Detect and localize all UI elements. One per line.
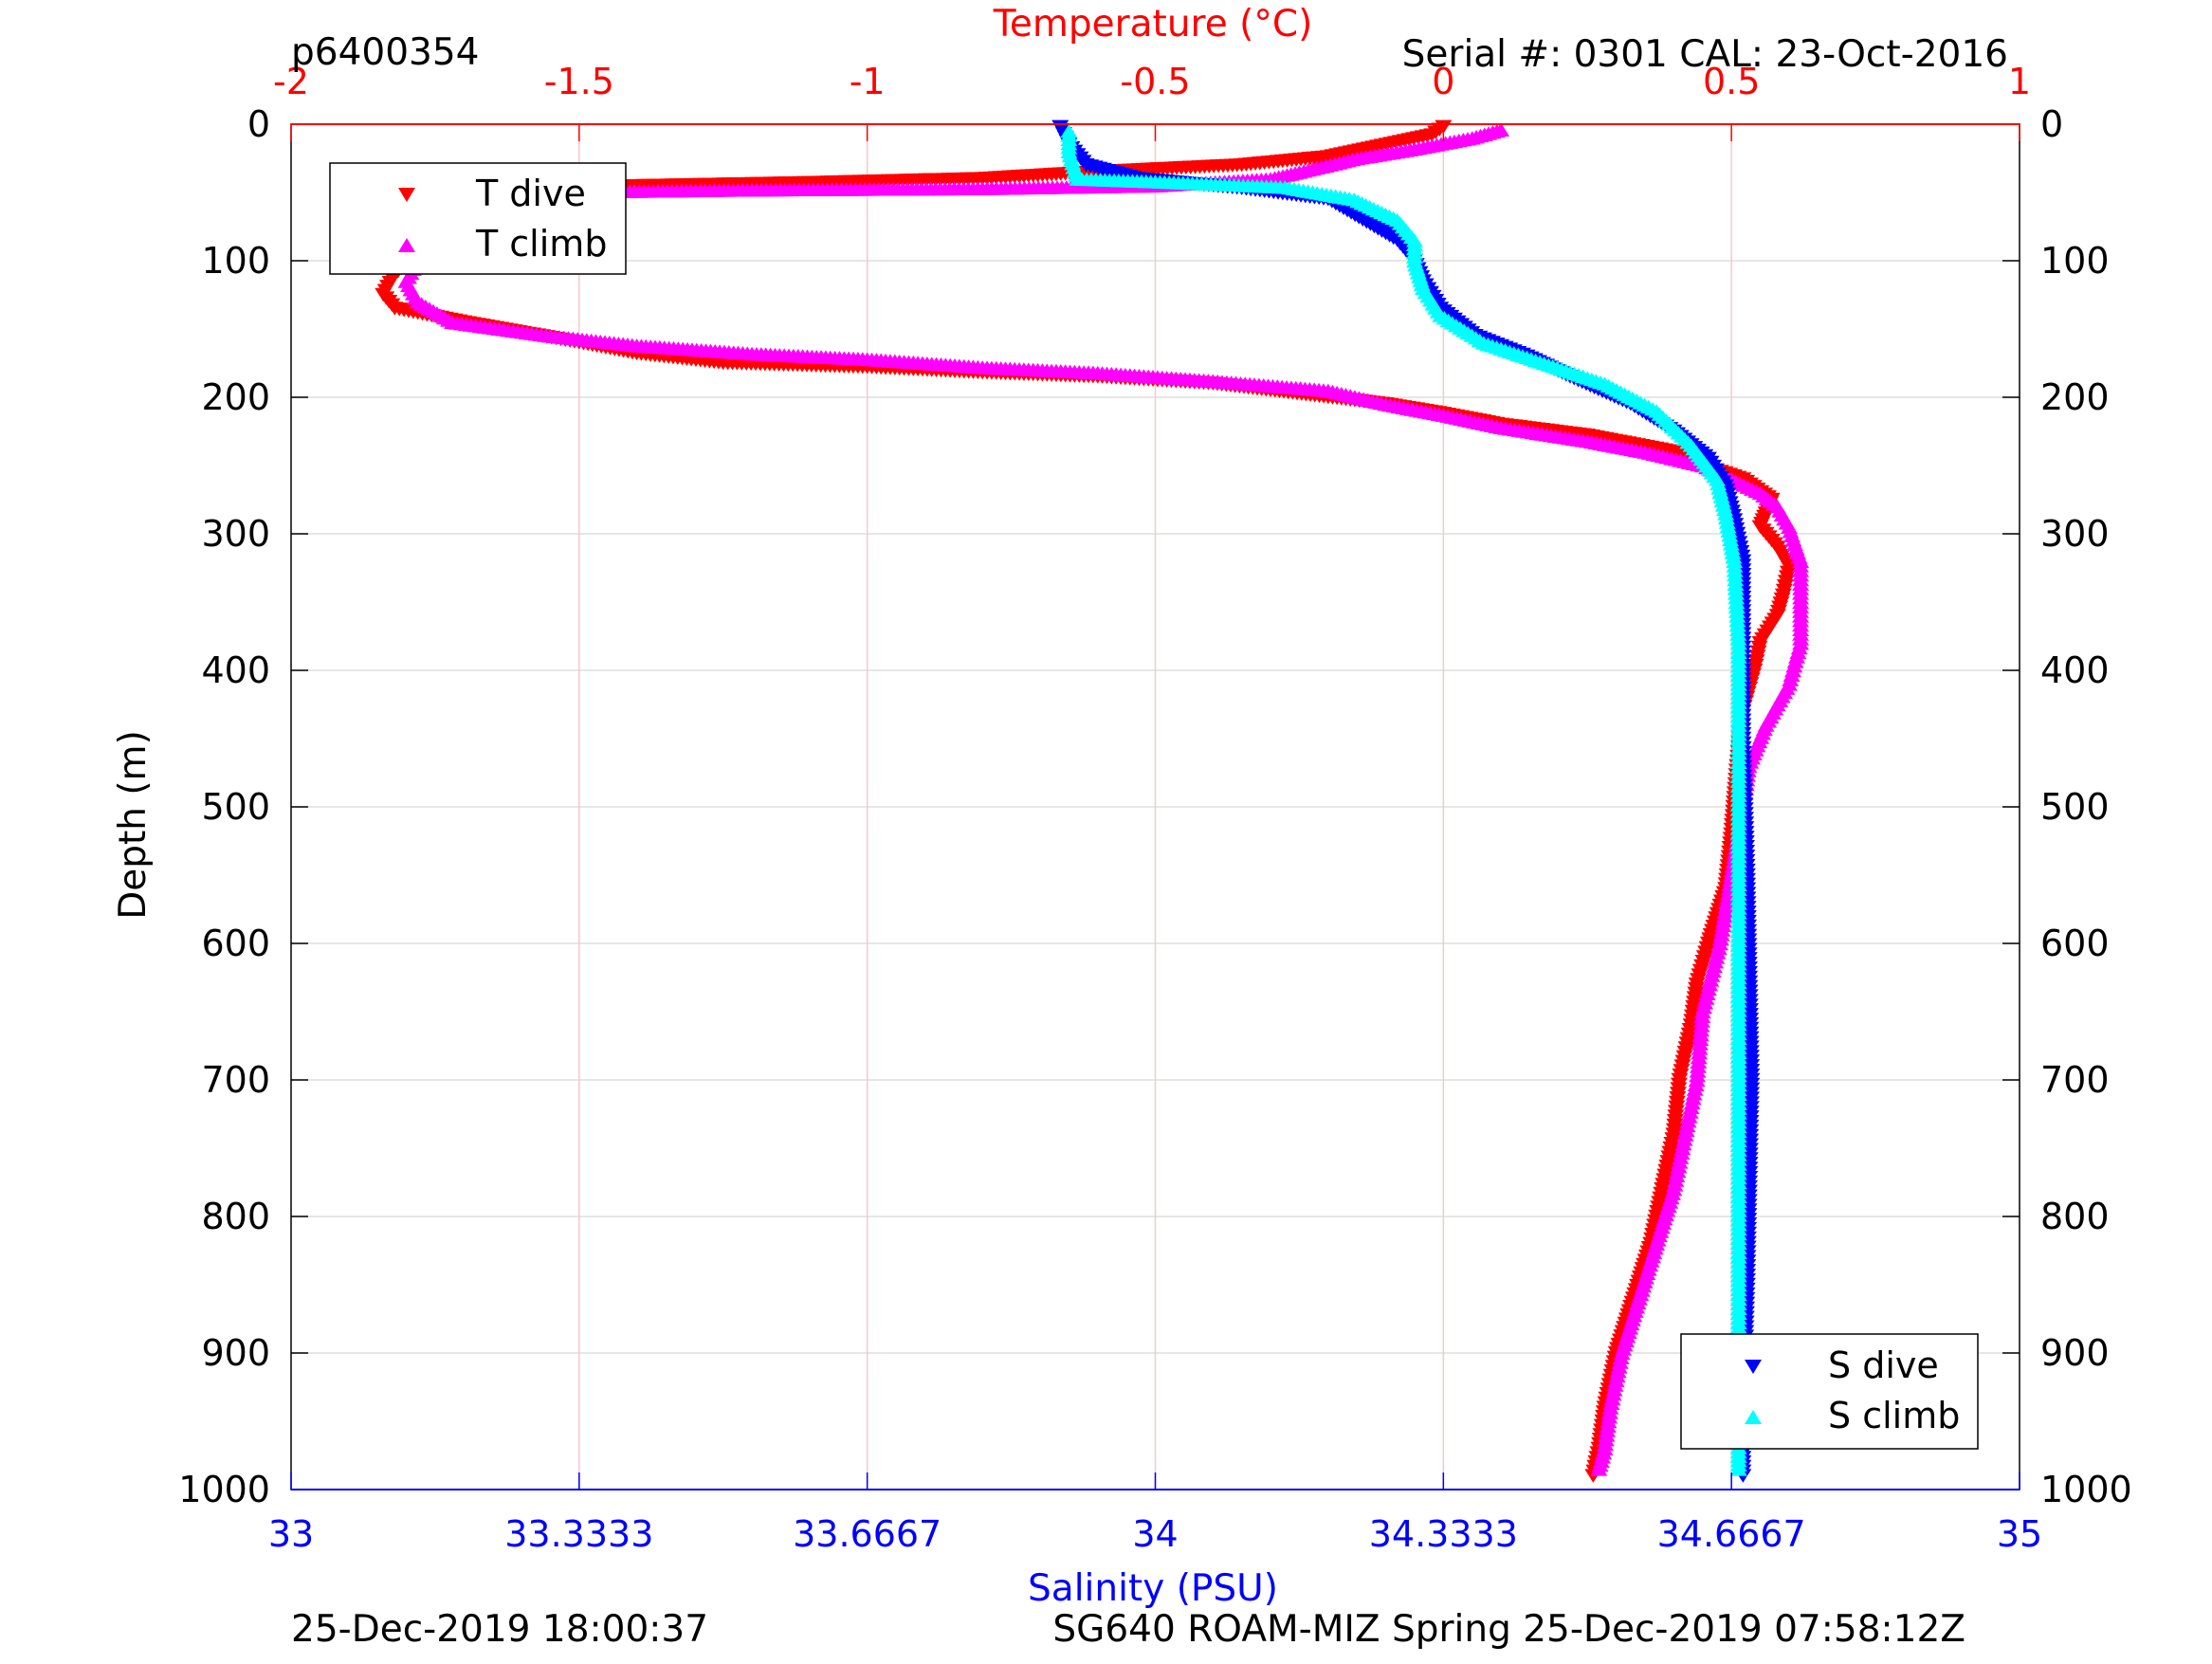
depth-tick-label-right: 1000 <box>2040 1469 2132 1510</box>
depth-tick-label-left: 100 <box>201 240 270 282</box>
depth-tick-label-left: 900 <box>201 1332 270 1374</box>
profile-id-label: p6400354 <box>291 31 479 74</box>
depth-tick-label-left: 300 <box>201 513 270 555</box>
depth-tick-label-right: 800 <box>2040 1196 2110 1237</box>
salinity-tick-label: 33.6667 <box>793 1513 941 1555</box>
axes: 0 0 100 100 200 200 300 300 400 400 500 500 600 600 70… <box>178 61 2131 1555</box>
depth-tick-label-left: 800 <box>201 1196 270 1237</box>
depth-tick-label-right: 700 <box>2040 1059 2110 1101</box>
data-marks <box>375 119 1810 1483</box>
salinity-tick-label: 34 <box>1132 1513 1178 1555</box>
legend-marker-s-dive <box>1745 1360 1762 1374</box>
temperature-tick-label: 1 <box>2008 61 2031 102</box>
depth-tick-label-left: 500 <box>201 786 270 828</box>
depth-tick-label-right: 400 <box>2040 649 2110 691</box>
series-t-climb <box>397 122 1810 1476</box>
salinity-legend: S dive S climb <box>1680 1333 1979 1450</box>
depth-tick-label-left: 700 <box>201 1059 270 1101</box>
salinity-tick-label: 34.3333 <box>1369 1513 1518 1555</box>
legend-label-s-climb: S climb <box>1828 1395 1960 1436</box>
temperature-legend: T dive T climb <box>329 162 627 275</box>
depth-tick-label-right: 500 <box>2040 786 2110 828</box>
legend-label-s-dive: S dive <box>1828 1344 1939 1386</box>
depth-tick-label-right: 200 <box>2040 376 2110 418</box>
depth-tick-label-left: 1000 <box>178 1469 270 1510</box>
legend-marker-s-climb <box>1745 1410 1762 1424</box>
mission-label: SG640 ROAM-MIZ Spring 25-Dec-2019 07:58:… <box>1052 1608 1965 1651</box>
temperature-tick-label: -0.5 <box>1120 61 1190 102</box>
legend-label-t-climb: T climb <box>475 223 607 265</box>
temperature-tick-label: 0 <box>1432 61 1454 102</box>
legend-marker-t-climb <box>398 238 415 252</box>
depth-tick-label-left: 200 <box>201 376 270 418</box>
legend-marker-t-dive <box>398 188 415 202</box>
salinity-tick-label: 33 <box>268 1513 314 1555</box>
temperature-tick-label: 0.5 <box>1703 61 1760 102</box>
temperature-tick-label: -1 <box>850 61 886 102</box>
serial-cal-label: Serial #: 0301 CAL: 23-Oct-2016 <box>1402 33 2008 76</box>
depth-tick-label-right: 100 <box>2040 240 2110 282</box>
depth-tick-label-right: 600 <box>2040 923 2110 964</box>
salinity-tick-label: 34.6667 <box>1657 1513 1806 1555</box>
salinity-axis-label: Salinity (PSU) <box>1028 1567 1278 1610</box>
timestamp-label: 25-Dec-2019 18:00:37 <box>291 1608 708 1651</box>
legend-label-t-dive: T dive <box>475 173 586 214</box>
depth-tick-label-right: 900 <box>2040 1332 2110 1374</box>
salinity-tick-label: 33.3333 <box>504 1513 653 1555</box>
depth-tick-label-right: 0 <box>2040 103 2063 145</box>
depth-axis-label: Depth (m) <box>112 730 155 920</box>
depth-tick-label-left: 600 <box>201 923 270 964</box>
temperature-axis-label: Temperature (°C) <box>993 3 1313 46</box>
data-point <box>1590 1462 1608 1476</box>
depth-tick-label-left: 0 <box>247 103 270 145</box>
temperature-tick-label: -1.5 <box>544 61 614 102</box>
data-point <box>1729 1462 1747 1476</box>
depth-tick-label-right: 300 <box>2040 513 2110 555</box>
salinity-tick-label: 35 <box>1997 1513 2042 1555</box>
depth-tick-label-left: 400 <box>201 649 270 691</box>
temperature-tick-label: -2 <box>273 61 309 102</box>
